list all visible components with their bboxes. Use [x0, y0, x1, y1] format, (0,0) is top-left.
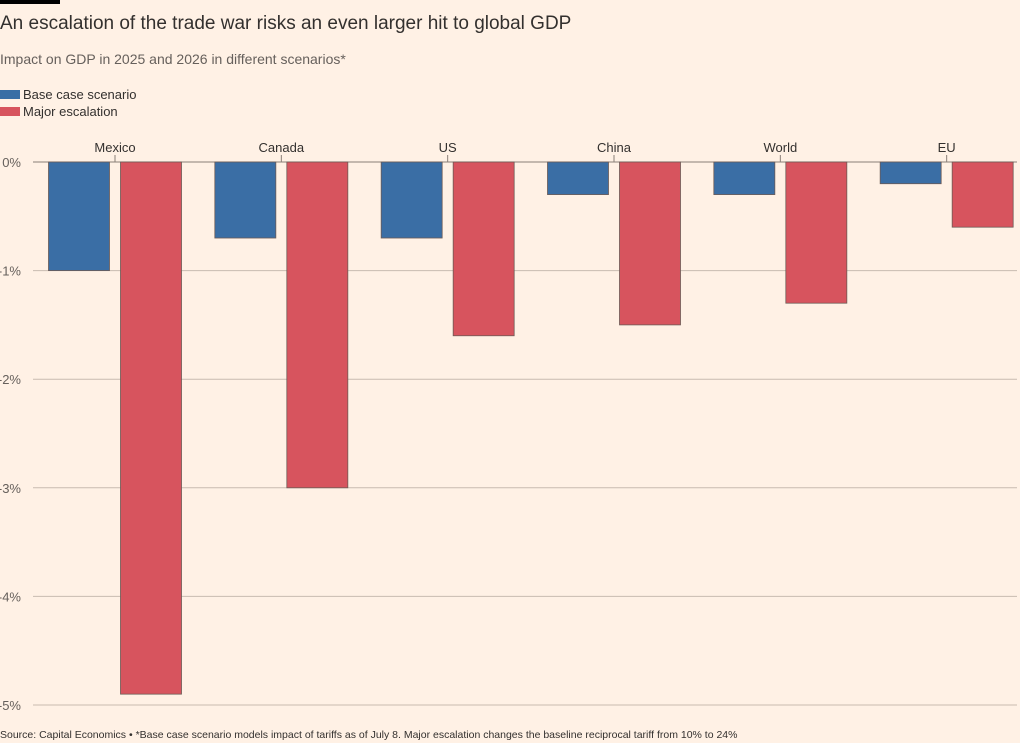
- legend-swatch-base-case: [0, 90, 20, 99]
- y-tick-label: 0%: [2, 155, 21, 170]
- bar-base-case: [380, 161, 443, 239]
- legend-label-major-escalation: Major escalation: [23, 104, 118, 119]
- legend-item-major-escalation: Major escalation: [0, 103, 136, 120]
- legend-item-base-case: Base case scenario: [0, 86, 136, 103]
- chart-title: An escalation of the trade war risks an …: [0, 13, 572, 34]
- x-tick-label: Canada: [259, 140, 305, 155]
- bar-base-case: [214, 161, 277, 239]
- y-tick-label: -1%: [0, 264, 21, 279]
- bar-base-case: [713, 161, 776, 195]
- x-tick-label: World: [763, 140, 797, 155]
- y-tick-label: -2%: [0, 372, 21, 387]
- bar-base-case: [547, 161, 609, 195]
- y-tick-label: -3%: [0, 481, 21, 496]
- x-tick-label: EU: [938, 140, 956, 155]
- legend-swatch-major-escalation: [0, 107, 20, 116]
- source-note: Source: Capital Economics • *Base case s…: [0, 729, 738, 741]
- brand-bar: [0, 0, 60, 4]
- bar-base-case: [879, 161, 942, 185]
- bar-major-escalation: [452, 161, 515, 337]
- chart-subtitle: Impact on GDP in 2025 and 2026 in differ…: [0, 51, 346, 67]
- bar-major-escalation: [286, 161, 349, 489]
- y-tick-label: -5%: [0, 698, 21, 713]
- legend: Base case scenario Major escalation: [0, 86, 136, 120]
- bar-major-escalation: [619, 161, 681, 326]
- x-tick-label: Mexico: [94, 140, 135, 155]
- bar-major-escalation: [951, 161, 1014, 228]
- y-tick-label: -4%: [0, 589, 21, 604]
- x-tick-label: China: [597, 140, 632, 155]
- legend-label-base-case: Base case scenario: [23, 87, 137, 102]
- bar-base-case: [48, 161, 110, 271]
- bar-major-escalation: [120, 161, 182, 695]
- x-tick-label: US: [439, 140, 457, 155]
- bar-major-escalation: [785, 161, 848, 304]
